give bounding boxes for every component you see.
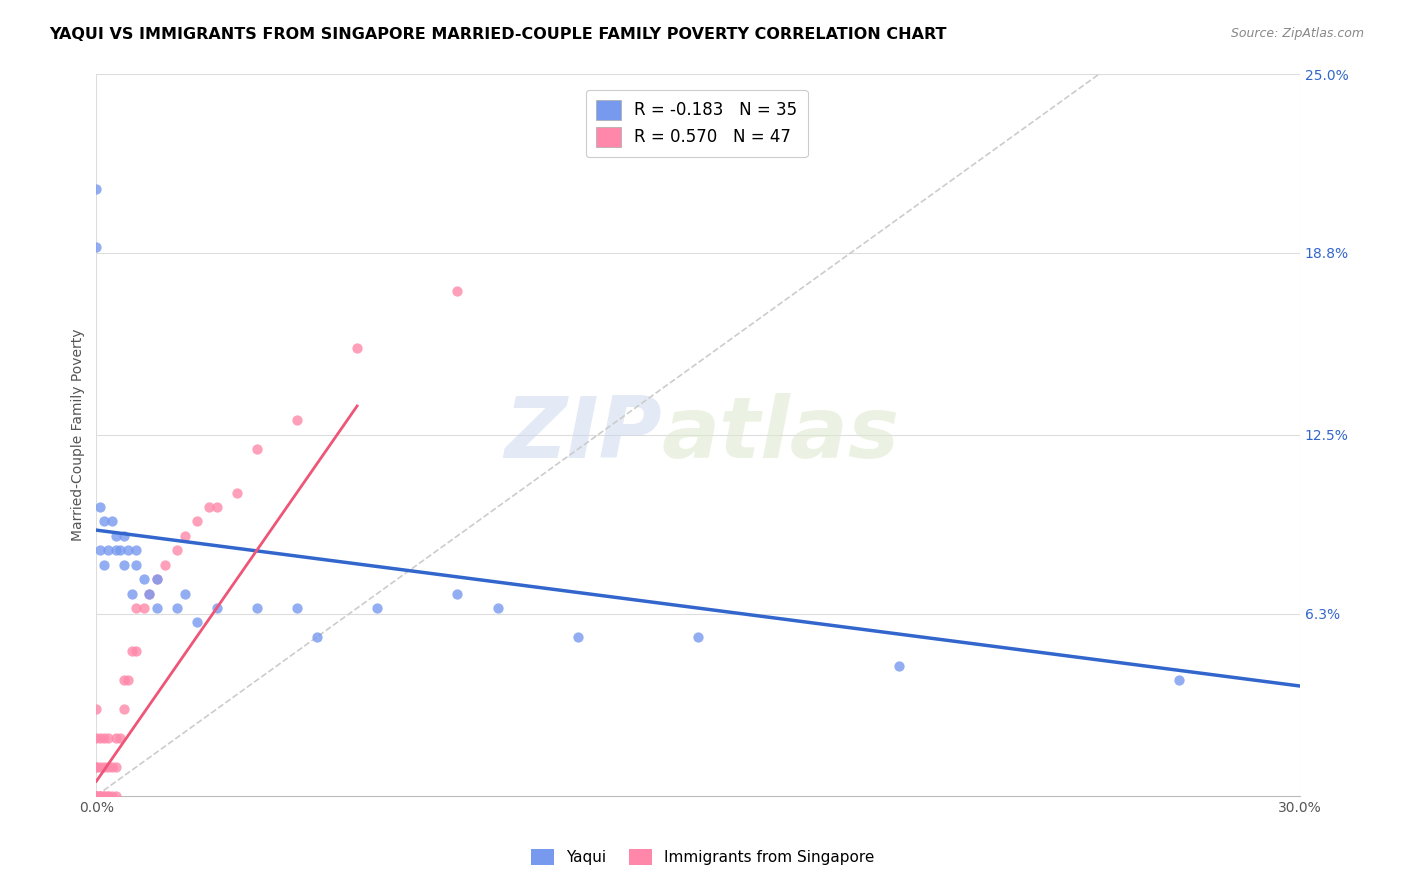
Point: [225, 485, 247, 500]
Point: [166, 543, 188, 558]
Point: [110, 731, 132, 745]
Point: [86, 702, 108, 716]
Point: [285, 413, 308, 427]
Point: [305, 630, 328, 644]
Point: [86, 731, 108, 745]
Point: [366, 601, 388, 615]
Point: [97, 789, 120, 803]
Legend: R = -0.183   N = 35, R = 0.570   N = 47: R = -0.183 N = 35, R = 0.570 N = 47: [586, 89, 807, 157]
Point: [89, 543, 111, 558]
Point: [1168, 673, 1191, 688]
Point: [86, 182, 108, 196]
Point: [205, 601, 228, 615]
Point: [134, 601, 156, 615]
Point: [114, 673, 136, 688]
Point: [145, 601, 167, 615]
Legend: Yaqui, Immigrants from Singapore: Yaqui, Immigrants from Singapore: [524, 843, 882, 871]
Point: [93, 515, 115, 529]
Point: [197, 500, 219, 514]
Point: [89, 789, 111, 803]
Point: [93, 789, 115, 803]
Point: [125, 644, 148, 658]
Point: [105, 760, 128, 774]
Point: [145, 572, 167, 586]
Point: [446, 587, 468, 601]
Point: [86, 789, 108, 803]
Text: Source: ZipAtlas.com: Source: ZipAtlas.com: [1230, 27, 1364, 40]
Point: [93, 558, 115, 572]
Point: [166, 601, 188, 615]
Point: [86, 789, 108, 803]
Point: [145, 572, 167, 586]
Point: [346, 341, 368, 355]
Point: [125, 601, 148, 615]
Point: [567, 630, 589, 644]
Point: [486, 601, 509, 615]
Point: [101, 789, 124, 803]
Point: [186, 615, 208, 630]
Point: [86, 240, 108, 254]
Point: [89, 760, 111, 774]
Text: ZIP: ZIP: [505, 393, 662, 476]
Point: [887, 658, 910, 673]
Point: [101, 760, 124, 774]
Point: [173, 529, 195, 543]
Point: [86, 789, 108, 803]
Point: [86, 760, 108, 774]
Point: [105, 789, 128, 803]
Point: [446, 284, 468, 298]
Point: [97, 731, 120, 745]
Point: [138, 587, 160, 601]
Point: [138, 587, 160, 601]
Point: [285, 601, 308, 615]
Point: [173, 587, 195, 601]
Point: [186, 515, 208, 529]
Point: [114, 558, 136, 572]
Point: [246, 442, 269, 457]
Point: [86, 789, 108, 803]
Point: [89, 731, 111, 745]
Point: [110, 543, 132, 558]
Point: [688, 630, 710, 644]
Point: [114, 702, 136, 716]
Text: YAQUI VS IMMIGRANTS FROM SINGAPORE MARRIED-COUPLE FAMILY POVERTY CORRELATION CHA: YAQUI VS IMMIGRANTS FROM SINGAPORE MARRI…: [49, 27, 946, 42]
Point: [105, 543, 128, 558]
Point: [125, 543, 148, 558]
Point: [117, 673, 139, 688]
Point: [114, 529, 136, 543]
Point: [89, 789, 111, 803]
Point: [121, 587, 143, 601]
Point: [121, 644, 143, 658]
Text: atlas: atlas: [662, 393, 900, 476]
Point: [101, 515, 124, 529]
Point: [153, 558, 176, 572]
Point: [89, 500, 111, 514]
Y-axis label: Married-Couple Family Poverty: Married-Couple Family Poverty: [72, 328, 86, 541]
Point: [105, 529, 128, 543]
Point: [205, 500, 228, 514]
Point: [93, 731, 115, 745]
Point: [246, 601, 269, 615]
Point: [125, 558, 148, 572]
Point: [97, 760, 120, 774]
Point: [89, 789, 111, 803]
Point: [105, 731, 128, 745]
Point: [97, 789, 120, 803]
Point: [86, 760, 108, 774]
Point: [134, 572, 156, 586]
Point: [117, 543, 139, 558]
Point: [93, 789, 115, 803]
Point: [93, 760, 115, 774]
Point: [97, 543, 120, 558]
